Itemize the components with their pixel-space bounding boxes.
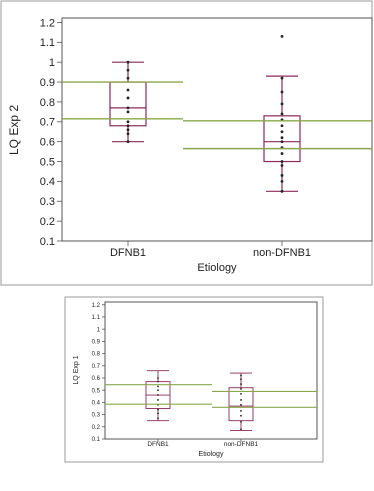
chart-2-data-point (157, 380, 159, 383)
chart-1-data-point (280, 136, 284, 140)
chart-1-y-tick-label: 0.7 (40, 117, 55, 129)
chart-2-data-point (240, 414, 242, 417)
chart-1-data-point (280, 102, 284, 106)
chart-1-y-tick-label: 0.4 (40, 176, 55, 188)
chart-2-data-point (240, 410, 242, 412)
chart-2-marks (105, 370, 317, 431)
chart-2-y-tick-label: 0.2 (92, 425, 101, 431)
chart-2-data-point (157, 408, 159, 411)
chart-2-data-point (240, 428, 242, 431)
chart-1-outer-frame (0, 0, 373, 286)
chart-1-data-point (280, 174, 284, 177)
chart-1-y-tick-label: 0.6 (40, 137, 55, 149)
chart-1-outlier-point (280, 34, 284, 38)
chart-1-data-point (280, 124, 284, 128)
chart-1-data-point (280, 164, 284, 167)
chart-2-outer-frame (64, 296, 324, 463)
chart-1-x-tick-label: DFNB1 (110, 247, 146, 259)
chart-1-x-axis: DFNB1 non-DFNB1 (110, 241, 311, 259)
chart-1-data-point (126, 132, 130, 136)
chart-2-data-point (240, 421, 242, 423)
chart-2-data-point (240, 378, 242, 381)
chart-1-y-tick-label: 0.8 (40, 97, 55, 109)
chart-1-y-tick-label: 0.9 (40, 77, 55, 89)
chart-2-y-axis: 1.2 1.1 1 0.9 0.8 0.7 0.6 0.5 0.4 0.3 0.2 0.1 (92, 303, 105, 443)
chart-2-y-tick-label: 0.6 (92, 376, 101, 382)
chart-1-data-point (126, 110, 130, 114)
chart-2-y-tick-label: 0.5 (92, 388, 101, 394)
chart-2-data-point (157, 412, 159, 415)
chart-2-data-point (240, 403, 242, 406)
chart-1-data-point (126, 120, 130, 124)
chart-1-data-point (126, 88, 130, 92)
chart-1-y-tick-label: 0.5 (40, 156, 55, 168)
chart-2-x-tick-label: non-DFNB1 (224, 441, 259, 448)
chart-1-data-point (126, 140, 130, 144)
chart-1-x-axis-label: Etiology (197, 262, 237, 274)
chart-1-data-point (280, 152, 284, 155)
chart-2-x-axis-label: Etiology (199, 451, 224, 458)
chart-2-data-point (157, 377, 159, 379)
chart-2-y-tick-label: 0.3 (92, 413, 101, 419)
chart-1-y-tick-label: 1 (49, 57, 55, 69)
chart-2-x-tick-label: DFNB1 (147, 441, 169, 448)
chart-1-data-point (280, 189, 284, 193)
chart-1-y-tick-label: 0.1 (40, 236, 55, 248)
chart-1-y-axis-label: LQ Exp 2 (7, 105, 21, 155)
chart-1: 1.2 1.1 1 0.9 0.8 0.7 0.6 0.5 0.4 0.3 0.2 0.1 DFNB1… (7, 17, 373, 274)
chart-2-y-tick-label: 0.7 (92, 364, 101, 370)
chart-1-x-tick-label: non-DFNB1 (253, 247, 311, 259)
chart-1-data-point (126, 106, 130, 110)
chart-2-y-tick-label: 1.2 (92, 303, 101, 309)
chart-2-y-tick-label: 0.9 (92, 339, 101, 345)
chart-2-data-point (240, 388, 242, 390)
chart-1-data-point (280, 179, 284, 183)
chart-2: 1.2 1.1 1 0.9 0.8 0.7 0.6 0.5 0.4 0.3 0.2 0.1 DFNB1… (73, 301, 318, 458)
chart-1-data-point (280, 76, 284, 80)
chart-1-plot-frame (61, 17, 373, 242)
chart-1-y-axis: 1.2 1.1 1 0.9 0.8 0.7 0.6 0.5 0.4 0.3 0.2 0.1 (40, 17, 62, 248)
chart-2-y-tick-label: 0.1 (92, 437, 101, 443)
chart-1-data-point (280, 90, 284, 94)
chart-1-data-point (126, 76, 130, 80)
chart-1-data-point (126, 96, 130, 100)
chart-1-y-tick-label: 1.2 (40, 17, 55, 29)
chart-2-data-point (157, 389, 159, 392)
chart-1-y-tick-label: 0.2 (40, 216, 55, 228)
chart-1-y-tick-label: 1.1 (40, 37, 55, 49)
chart-2-y-tick-label: 1.1 (92, 315, 101, 321)
chart-1-data-point (280, 160, 284, 163)
chart-1-data-point (126, 68, 130, 72)
chart-1-data-point (126, 60, 130, 64)
chart-1-data-point (126, 128, 130, 132)
chart-1-data-point (280, 112, 284, 116)
chart-1-y-tick-label: 0.3 (40, 196, 55, 208)
chart-2-data-point (157, 385, 159, 388)
chart-2-y-tick-label: 0.8 (92, 352, 101, 358)
chart-2-plot-frame (104, 301, 318, 440)
chart-2-box-non-dfnb1 (228, 387, 254, 422)
chart-1-data-point (280, 140, 284, 144)
chart-2-data-point (240, 383, 242, 385)
chart-2-y-axis-label: LQ Exp 1 (73, 355, 80, 384)
chart-2-x-axis: DFNB1 non-DFNB1 (147, 439, 259, 448)
chart-2-data-point (157, 417, 159, 420)
chart-2-data-point (240, 392, 242, 395)
chart-2-data-point (240, 374, 242, 377)
chart-1-marks (62, 34, 372, 193)
chart-2-y-tick-label: 1 (97, 327, 101, 333)
chart-2-data-point (157, 394, 159, 396)
chart-1-data-point (126, 124, 130, 128)
chart-2-y-tick-label: 0.4 (92, 400, 101, 406)
chart-1-data-point (280, 130, 284, 134)
chart-2-data-point (240, 399, 242, 401)
chart-2-data-point (157, 399, 159, 401)
